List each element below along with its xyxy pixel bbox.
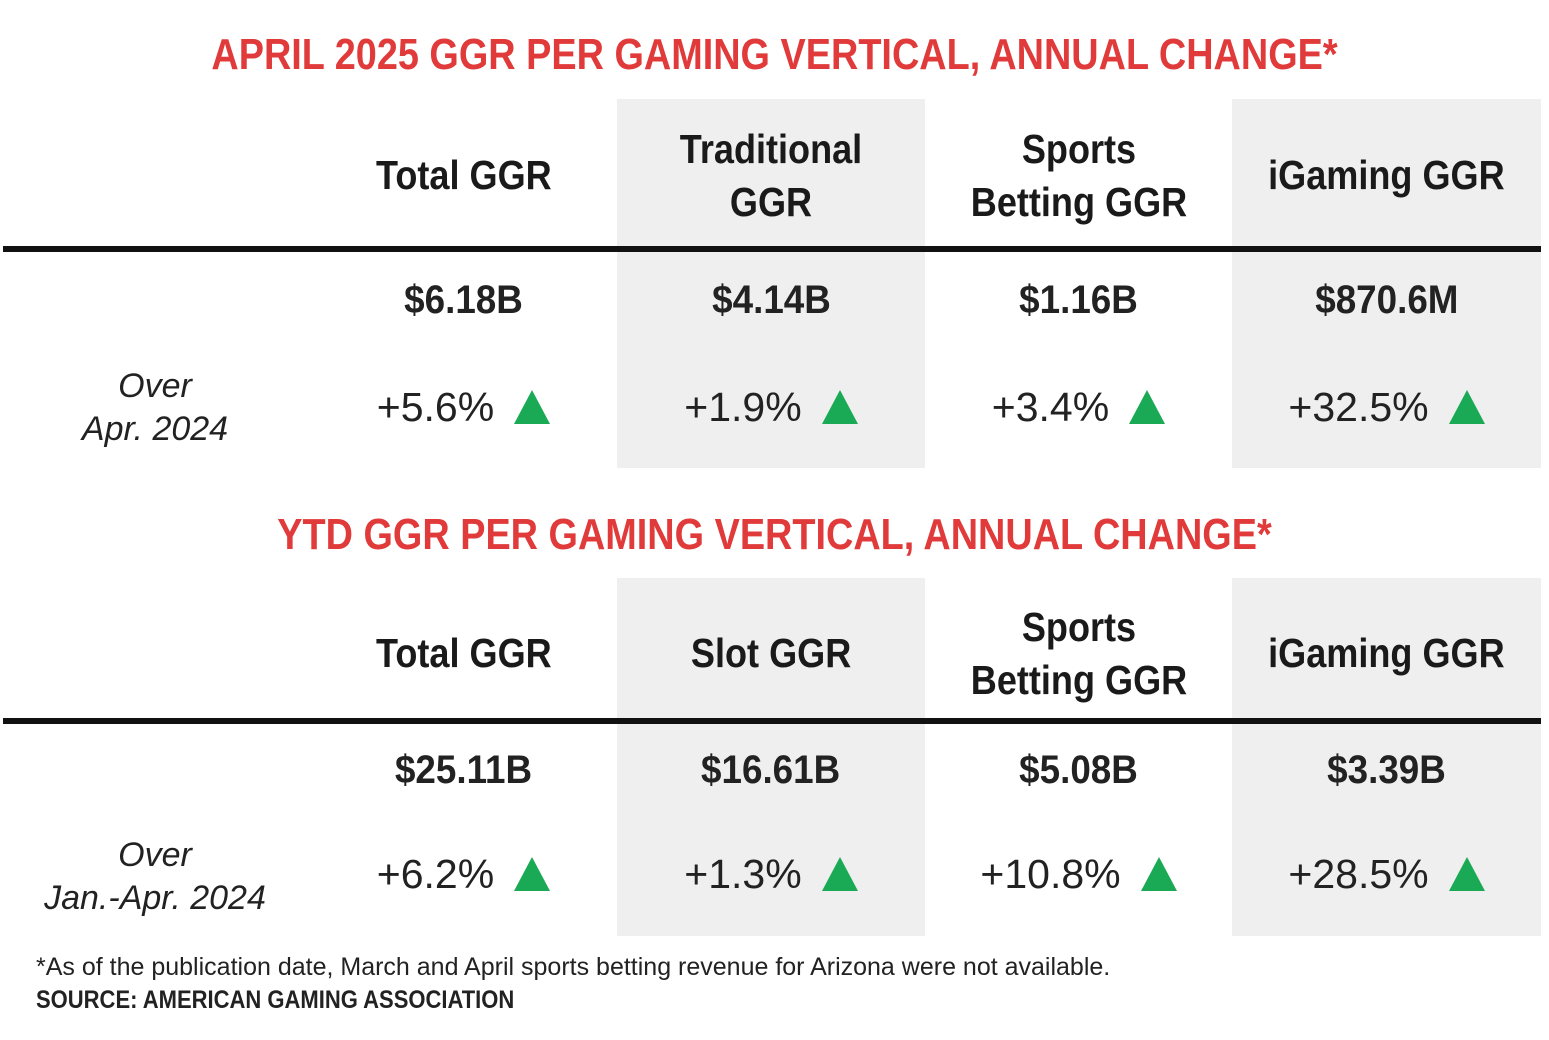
row-label-line: Over bbox=[118, 836, 192, 874]
up-arrow-icon bbox=[1129, 390, 1166, 424]
footnote: *As of the publication date, March and A… bbox=[36, 953, 1111, 981]
change-text: +10.8% bbox=[980, 850, 1121, 897]
col-header-sports-betting-ggr: Sports Betting GGR bbox=[925, 590, 1232, 718]
change-text: +6.2% bbox=[376, 850, 495, 897]
chart-title-ytd: YTD GGR PER GAMING VERTICAL, ANNUAL CHAN… bbox=[277, 510, 1272, 559]
value-traditional-ggr: $4.14B bbox=[617, 280, 925, 320]
up-arrow-icon bbox=[821, 390, 858, 424]
col-header-label: Traditional GGR bbox=[679, 125, 863, 225]
value-sports-betting-ggr: $5.08B bbox=[925, 750, 1232, 790]
value-total-ggr: $6.18B bbox=[310, 280, 617, 320]
value-text: $25.11B bbox=[394, 748, 533, 792]
col-header-total-ggr: Total GGR bbox=[310, 590, 617, 718]
value-igaming-ggr: $3.39B bbox=[1232, 750, 1541, 790]
change-traditional-ggr: +1.9% bbox=[617, 385, 925, 429]
value-text: $3.39B bbox=[1327, 748, 1446, 792]
up-arrow-icon bbox=[1448, 857, 1485, 891]
change-text: +5.6% bbox=[376, 383, 495, 430]
change-text: +1.3% bbox=[684, 850, 802, 897]
col-header-total-ggr: Total GGR bbox=[310, 112, 617, 240]
header-rule-1 bbox=[3, 246, 1541, 252]
value-text: $16.61B bbox=[701, 748, 841, 792]
value-slot-ggr: $16.61B bbox=[617, 750, 925, 790]
change-text: +32.5% bbox=[1288, 383, 1429, 430]
row-label-over-apr-2024: Over Apr. 2024 bbox=[0, 365, 310, 450]
up-arrow-icon bbox=[1448, 390, 1485, 424]
up-arrow-icon bbox=[514, 857, 551, 891]
change-igaming-ggr: +28.5% bbox=[1232, 852, 1541, 896]
change-sports-betting-ggr: +3.4% bbox=[925, 385, 1232, 429]
shaded-column-igaming bbox=[1232, 99, 1541, 468]
col-header-label: iGaming GGR bbox=[1268, 152, 1505, 199]
row-label-line: Over bbox=[118, 367, 192, 405]
value-text: $6.18B bbox=[404, 278, 523, 322]
col-header-traditional-ggr: Traditional GGR bbox=[617, 112, 925, 240]
value-text: $5.08B bbox=[1019, 748, 1138, 792]
col-header-label: Sports Betting GGR bbox=[970, 125, 1187, 225]
up-arrow-icon bbox=[514, 390, 551, 424]
header-rule-2 bbox=[3, 718, 1541, 724]
source-credit: SOURCE: AMERICAN GAMING ASSOCIATION bbox=[36, 986, 515, 1014]
col-header-igaming-ggr: iGaming GGR bbox=[1232, 590, 1541, 718]
up-arrow-icon bbox=[1140, 857, 1177, 891]
shaded-column-slot bbox=[617, 578, 925, 936]
change-text: +28.5% bbox=[1288, 850, 1429, 897]
row-label-line: Jan.-Apr. 2024 bbox=[44, 878, 266, 917]
col-header-label: Slot GGR bbox=[690, 630, 852, 677]
col-header-label: Sports Betting GGR bbox=[970, 603, 1187, 703]
change-text: +1.9% bbox=[684, 383, 802, 430]
change-igaming-ggr: +32.5% bbox=[1232, 385, 1541, 429]
chart-title-april: APRIL 2025 GGR PER GAMING VERTICAL, ANNU… bbox=[211, 30, 1338, 79]
shaded-column-traditional bbox=[617, 99, 925, 468]
change-slot-ggr: +1.3% bbox=[617, 852, 925, 896]
value-text: $1.16B bbox=[1019, 278, 1138, 322]
value-total-ggr: $25.11B bbox=[310, 750, 617, 790]
value-sports-betting-ggr: $1.16B bbox=[925, 280, 1232, 320]
shaded-column-igaming bbox=[1232, 578, 1541, 936]
col-header-label: iGaming GGR bbox=[1268, 630, 1505, 677]
col-header-label: Total GGR bbox=[375, 152, 552, 199]
row-label-over-jan-apr-2024: Over Jan.-Apr. 2024 bbox=[0, 834, 310, 919]
change-total-ggr: +5.6% bbox=[310, 385, 617, 429]
col-header-igaming-ggr: iGaming GGR bbox=[1232, 112, 1541, 240]
value-igaming-ggr: $870.6M bbox=[1232, 280, 1541, 320]
value-text: $4.14B bbox=[711, 278, 831, 322]
col-header-slot-ggr: Slot GGR bbox=[617, 590, 925, 718]
col-header-label: Total GGR bbox=[375, 630, 552, 677]
col-header-sports-betting-ggr: Sports Betting GGR bbox=[925, 112, 1232, 240]
value-text: $870.6M bbox=[1314, 278, 1459, 322]
up-arrow-icon bbox=[821, 857, 858, 891]
row-label-line: Apr. 2024 bbox=[81, 409, 229, 448]
change-sports-betting-ggr: +10.8% bbox=[925, 852, 1232, 896]
change-text: +3.4% bbox=[991, 383, 1110, 430]
change-total-ggr: +6.2% bbox=[310, 852, 617, 896]
